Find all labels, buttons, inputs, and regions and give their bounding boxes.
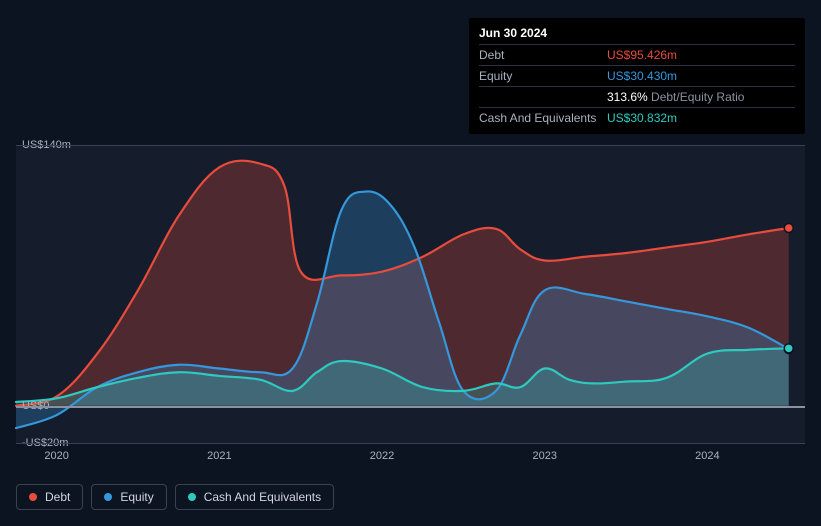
gridline [16,443,805,444]
chart-plot-area: US$140mUS$0-US$20m 20202021202220232024 [16,125,805,445]
tooltip-row-value: US$30.832m [607,111,677,125]
debt-end-marker [784,224,793,233]
hover-tooltip: Jun 30 2024 DebtUS$95.426mEquityUS$30.43… [469,18,805,134]
x-axis-tick-label: 2020 [44,450,68,462]
tooltip-row-value: US$30.430m [607,69,677,83]
gridline [16,406,805,408]
tooltip-row-label: Equity [479,69,607,83]
tooltip-row: Cash And EquivalentsUS$30.832m [479,107,795,128]
legend-item-equity[interactable]: Equity [91,484,166,510]
cash-end-marker [784,344,793,353]
tooltip-row: 313.6% Debt/Equity Ratio [479,86,795,107]
tooltip-row-value: 313.6% Debt/Equity Ratio [607,90,744,104]
legend-item-label: Debt [45,490,70,504]
legend-item-cash[interactable]: Cash And Equivalents [175,484,334,510]
legend-marker-icon [29,493,37,501]
legend: Debt Equity Cash And Equivalents [16,484,334,510]
legend-item-label: Cash And Equivalents [204,490,321,504]
chart-svg [16,125,805,445]
x-axis-tick-label: 2024 [695,450,719,462]
legend-item-label: Equity [120,490,153,504]
x-axis-tick-label: 2022 [370,450,394,462]
tooltip-row-label: Cash And Equivalents [479,111,607,125]
chart-container: Jun 30 2024 DebtUS$95.426mEquityUS$30.43… [0,0,821,526]
x-axis-tick-label: 2023 [532,450,556,462]
legend-item-debt[interactable]: Debt [16,484,83,510]
legend-marker-icon [188,493,196,501]
tooltip-row-label: Debt [479,48,607,62]
x-axis-tick-label: 2021 [207,450,231,462]
tooltip-row: EquityUS$30.430m [479,65,795,86]
tooltip-row-value: US$95.426m [607,48,677,62]
tooltip-row-label [479,90,607,104]
gridline [16,145,805,146]
legend-marker-icon [104,493,112,501]
tooltip-row: DebtUS$95.426m [479,44,795,65]
tooltip-date: Jun 30 2024 [479,24,795,44]
